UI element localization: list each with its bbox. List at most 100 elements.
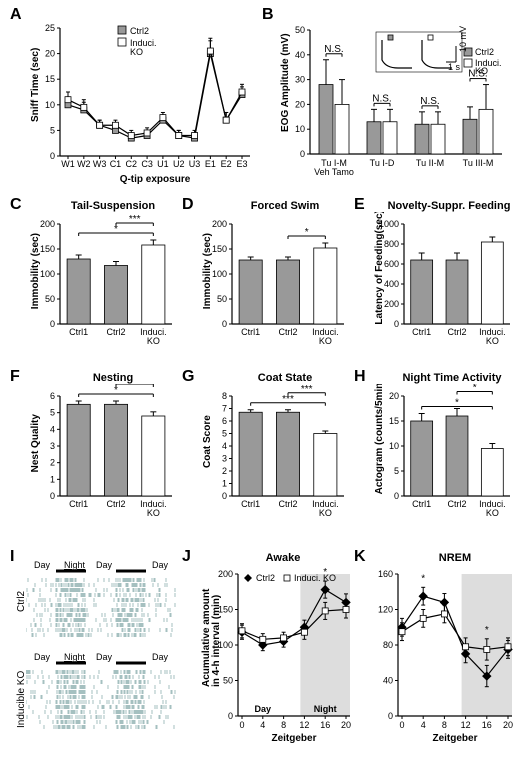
title-e: Novelty-Suppr. Feeding bbox=[384, 200, 514, 212]
svg-text:KO: KO bbox=[319, 336, 332, 346]
svg-text:1 s: 1 s bbox=[448, 62, 461, 72]
svg-text:600: 600 bbox=[384, 259, 399, 269]
svg-text:0: 0 bbox=[222, 491, 227, 501]
svg-text:40: 40 bbox=[383, 676, 393, 686]
svg-text:4: 4 bbox=[222, 441, 227, 451]
svg-text:0: 0 bbox=[394, 319, 399, 329]
title-g: Coat State bbox=[230, 372, 340, 384]
svg-text:0: 0 bbox=[239, 720, 244, 730]
svg-text:E1: E1 bbox=[205, 159, 216, 169]
label-b: B bbox=[262, 6, 274, 24]
svg-text:KO: KO bbox=[486, 508, 499, 518]
svg-text:Day: Day bbox=[152, 560, 169, 570]
title-d: Forced Swim bbox=[230, 200, 340, 212]
svg-text:0: 0 bbox=[394, 491, 399, 501]
svg-text:0: 0 bbox=[228, 711, 233, 721]
svg-text:Day: Day bbox=[255, 704, 272, 714]
svg-text:0: 0 bbox=[50, 319, 55, 329]
svg-text:N.S.: N.S. bbox=[420, 96, 439, 107]
svg-text:Night: Night bbox=[64, 652, 86, 662]
svg-text:Ctrl2: Ctrl2 bbox=[256, 573, 275, 583]
svg-text:Night: Night bbox=[314, 704, 337, 714]
svg-text:800: 800 bbox=[384, 239, 399, 249]
svg-text:Day: Day bbox=[152, 652, 169, 662]
panel-f-chart: 0123456Ctrl1Ctrl2Induci.KO***Nest Qualit… bbox=[26, 384, 180, 534]
svg-text:5: 5 bbox=[394, 466, 399, 476]
svg-text:100: 100 bbox=[212, 269, 227, 279]
svg-text:20: 20 bbox=[295, 99, 305, 109]
title-j: Awake bbox=[238, 552, 328, 564]
svg-text:KO: KO bbox=[319, 508, 332, 518]
svg-text:5: 5 bbox=[222, 429, 227, 439]
svg-text:16: 16 bbox=[482, 720, 492, 730]
svg-text:*: * bbox=[305, 227, 309, 238]
svg-text:Tu II-M: Tu II-M bbox=[416, 158, 444, 168]
svg-text:Ctrl1: Ctrl1 bbox=[412, 327, 431, 337]
title-f: Nesting bbox=[58, 372, 168, 384]
svg-text:Immobility (sec): Immobility (sec) bbox=[202, 233, 213, 309]
svg-text:0: 0 bbox=[300, 149, 305, 159]
svg-text:10: 10 bbox=[45, 100, 55, 110]
svg-text:Ctrl2: Ctrl2 bbox=[475, 47, 494, 57]
svg-text:W1: W1 bbox=[61, 159, 75, 169]
svg-text:150: 150 bbox=[40, 244, 55, 254]
svg-text:Actogram (counts/5min): Actogram (counts/5min) bbox=[374, 384, 385, 494]
svg-text:1: 1 bbox=[50, 474, 55, 484]
svg-text:40: 40 bbox=[295, 50, 305, 60]
svg-text:Ctrl1: Ctrl1 bbox=[241, 499, 260, 509]
svg-text:U3: U3 bbox=[189, 159, 201, 169]
svg-text:200: 200 bbox=[212, 219, 227, 229]
svg-text:50: 50 bbox=[217, 294, 227, 304]
svg-text:E2: E2 bbox=[221, 159, 232, 169]
svg-text:KO: KO bbox=[147, 336, 160, 346]
svg-text:15: 15 bbox=[45, 74, 55, 84]
label-c: C bbox=[10, 196, 22, 214]
svg-text:Zeitgeber: Zeitgeber bbox=[432, 733, 477, 744]
svg-text:0: 0 bbox=[50, 491, 55, 501]
svg-text:Ctrl2: Ctrl2 bbox=[278, 327, 297, 337]
svg-text:Ctrl2: Ctrl2 bbox=[447, 327, 466, 337]
svg-text:100: 100 bbox=[40, 269, 55, 279]
svg-text:Ctrl1: Ctrl1 bbox=[69, 499, 88, 509]
title-c: Tail-Suspension bbox=[58, 200, 168, 212]
svg-text:200: 200 bbox=[218, 569, 233, 579]
svg-text:C3: C3 bbox=[141, 159, 153, 169]
svg-text:1: 1 bbox=[222, 479, 227, 489]
svg-text:2: 2 bbox=[222, 466, 227, 476]
svg-text:4: 4 bbox=[421, 720, 426, 730]
svg-text:Day: Day bbox=[96, 652, 113, 662]
svg-text:W3: W3 bbox=[93, 159, 107, 169]
label-h: H bbox=[354, 368, 366, 386]
svg-text:Immobility (sec): Immobility (sec) bbox=[30, 233, 41, 309]
svg-text:Ctrl1: Ctrl1 bbox=[241, 327, 260, 337]
svg-text:N.S.: N.S. bbox=[372, 93, 391, 104]
svg-text:Night: Night bbox=[64, 560, 86, 570]
panel-k-chart: 04080120160048121620Zeitgeber** bbox=[370, 564, 518, 750]
svg-text:N.S.: N.S. bbox=[324, 44, 343, 55]
svg-text:12: 12 bbox=[299, 720, 309, 730]
title-k: NREM bbox=[410, 552, 500, 564]
svg-text:30: 30 bbox=[295, 75, 305, 85]
svg-text:C1: C1 bbox=[110, 159, 122, 169]
svg-text:0: 0 bbox=[222, 319, 227, 329]
svg-text:Induci. KO: Induci. KO bbox=[294, 573, 336, 583]
panel-b-chart: 01020304050N.S.Tu I-MVeh TamoN.S.Tu I-DN… bbox=[276, 18, 512, 188]
svg-text:Tu III-M: Tu III-M bbox=[463, 158, 494, 168]
svg-text:120: 120 bbox=[378, 605, 393, 615]
svg-text:20: 20 bbox=[45, 49, 55, 59]
svg-text:6: 6 bbox=[50, 391, 55, 401]
svg-text:Latency of Feeding(sec): Latency of Feeding(sec) bbox=[374, 212, 385, 325]
svg-text:*: * bbox=[485, 625, 489, 636]
svg-text:*: * bbox=[421, 573, 425, 584]
label-e: E bbox=[354, 196, 365, 214]
svg-text:5: 5 bbox=[50, 408, 55, 418]
svg-text:KO: KO bbox=[147, 508, 160, 518]
svg-text:Ctrl2: Ctrl2 bbox=[447, 499, 466, 509]
svg-text:Zeitgeber: Zeitgeber bbox=[271, 733, 316, 744]
svg-text:8: 8 bbox=[222, 391, 227, 401]
svg-text:Q-tip exposure: Q-tip exposure bbox=[120, 174, 191, 185]
svg-text:Ctrl2: Ctrl2 bbox=[106, 327, 125, 337]
svg-text:15: 15 bbox=[389, 416, 399, 426]
svg-text:5: 5 bbox=[50, 125, 55, 135]
svg-text:50: 50 bbox=[295, 25, 305, 35]
